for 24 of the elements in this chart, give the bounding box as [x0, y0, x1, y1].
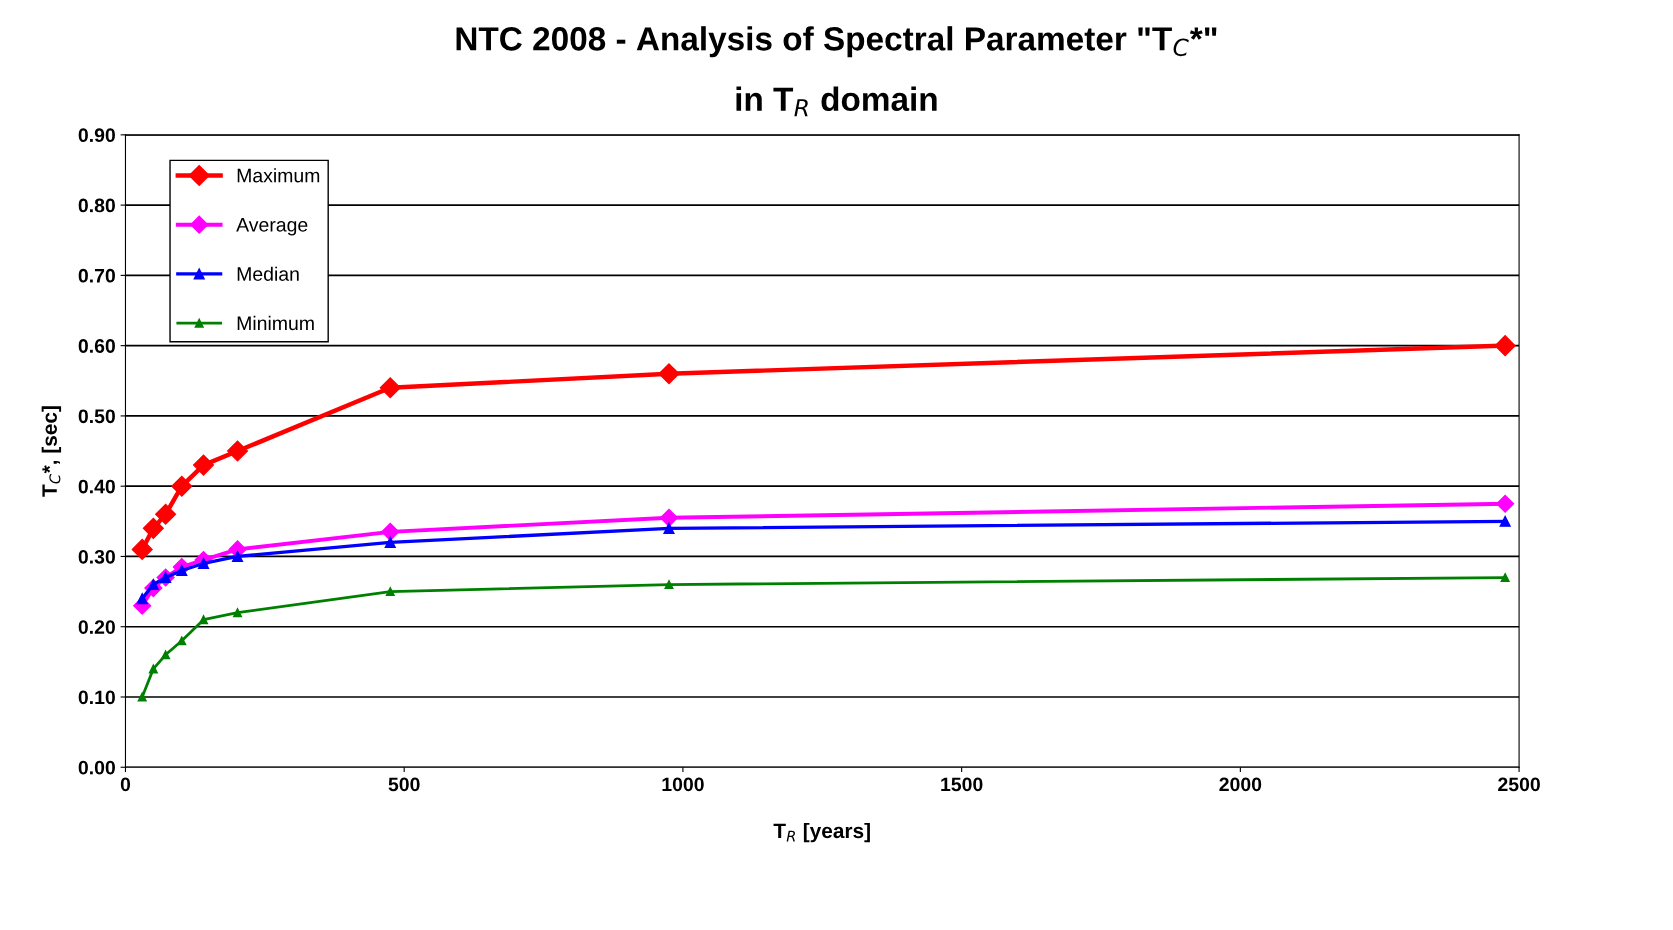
y-tick-label: 0.80: [78, 198, 115, 213]
legend-label: Median: [237, 266, 299, 281]
y-tick-label: 0.30: [78, 549, 115, 564]
y-tick-label: 0.20: [78, 620, 115, 634]
x-tick-label: 500: [388, 777, 420, 792]
legend-label: Minimum: [237, 315, 314, 331]
x-tick-label: 2500: [1498, 777, 1540, 792]
x-tick-label: 1500: [941, 777, 983, 792]
y-tick-label: 0.50: [78, 409, 115, 424]
y-tick-label: 0.00: [78, 760, 115, 775]
chart-subtitle: in T$_{R}$ domain: [736, 86, 937, 117]
x-tick-label: 0: [120, 777, 131, 792]
x-tick-label: 1000: [662, 777, 704, 792]
legend-label: Average: [236, 218, 308, 236]
y-tick-label: 0.60: [78, 339, 115, 353]
y-tick-label: 0.10: [78, 690, 115, 705]
legend-label: Maximum: [237, 168, 320, 183]
y-tick-label: 0.90: [78, 128, 115, 143]
y-tick-label: 0.40: [78, 479, 115, 494]
y-tick-label: 0.70: [78, 268, 115, 283]
chart-title: NTC 2008 - Analysis of Spectral Parameter "T$_{C}$*": [456, 26, 1217, 58]
x-tick-label: 2000: [1219, 777, 1262, 792]
x-axis-title: T$_{R}$ [years]: [773, 822, 870, 843]
y-axis-title: T$_{C}$*, [sec]: [41, 406, 62, 497]
